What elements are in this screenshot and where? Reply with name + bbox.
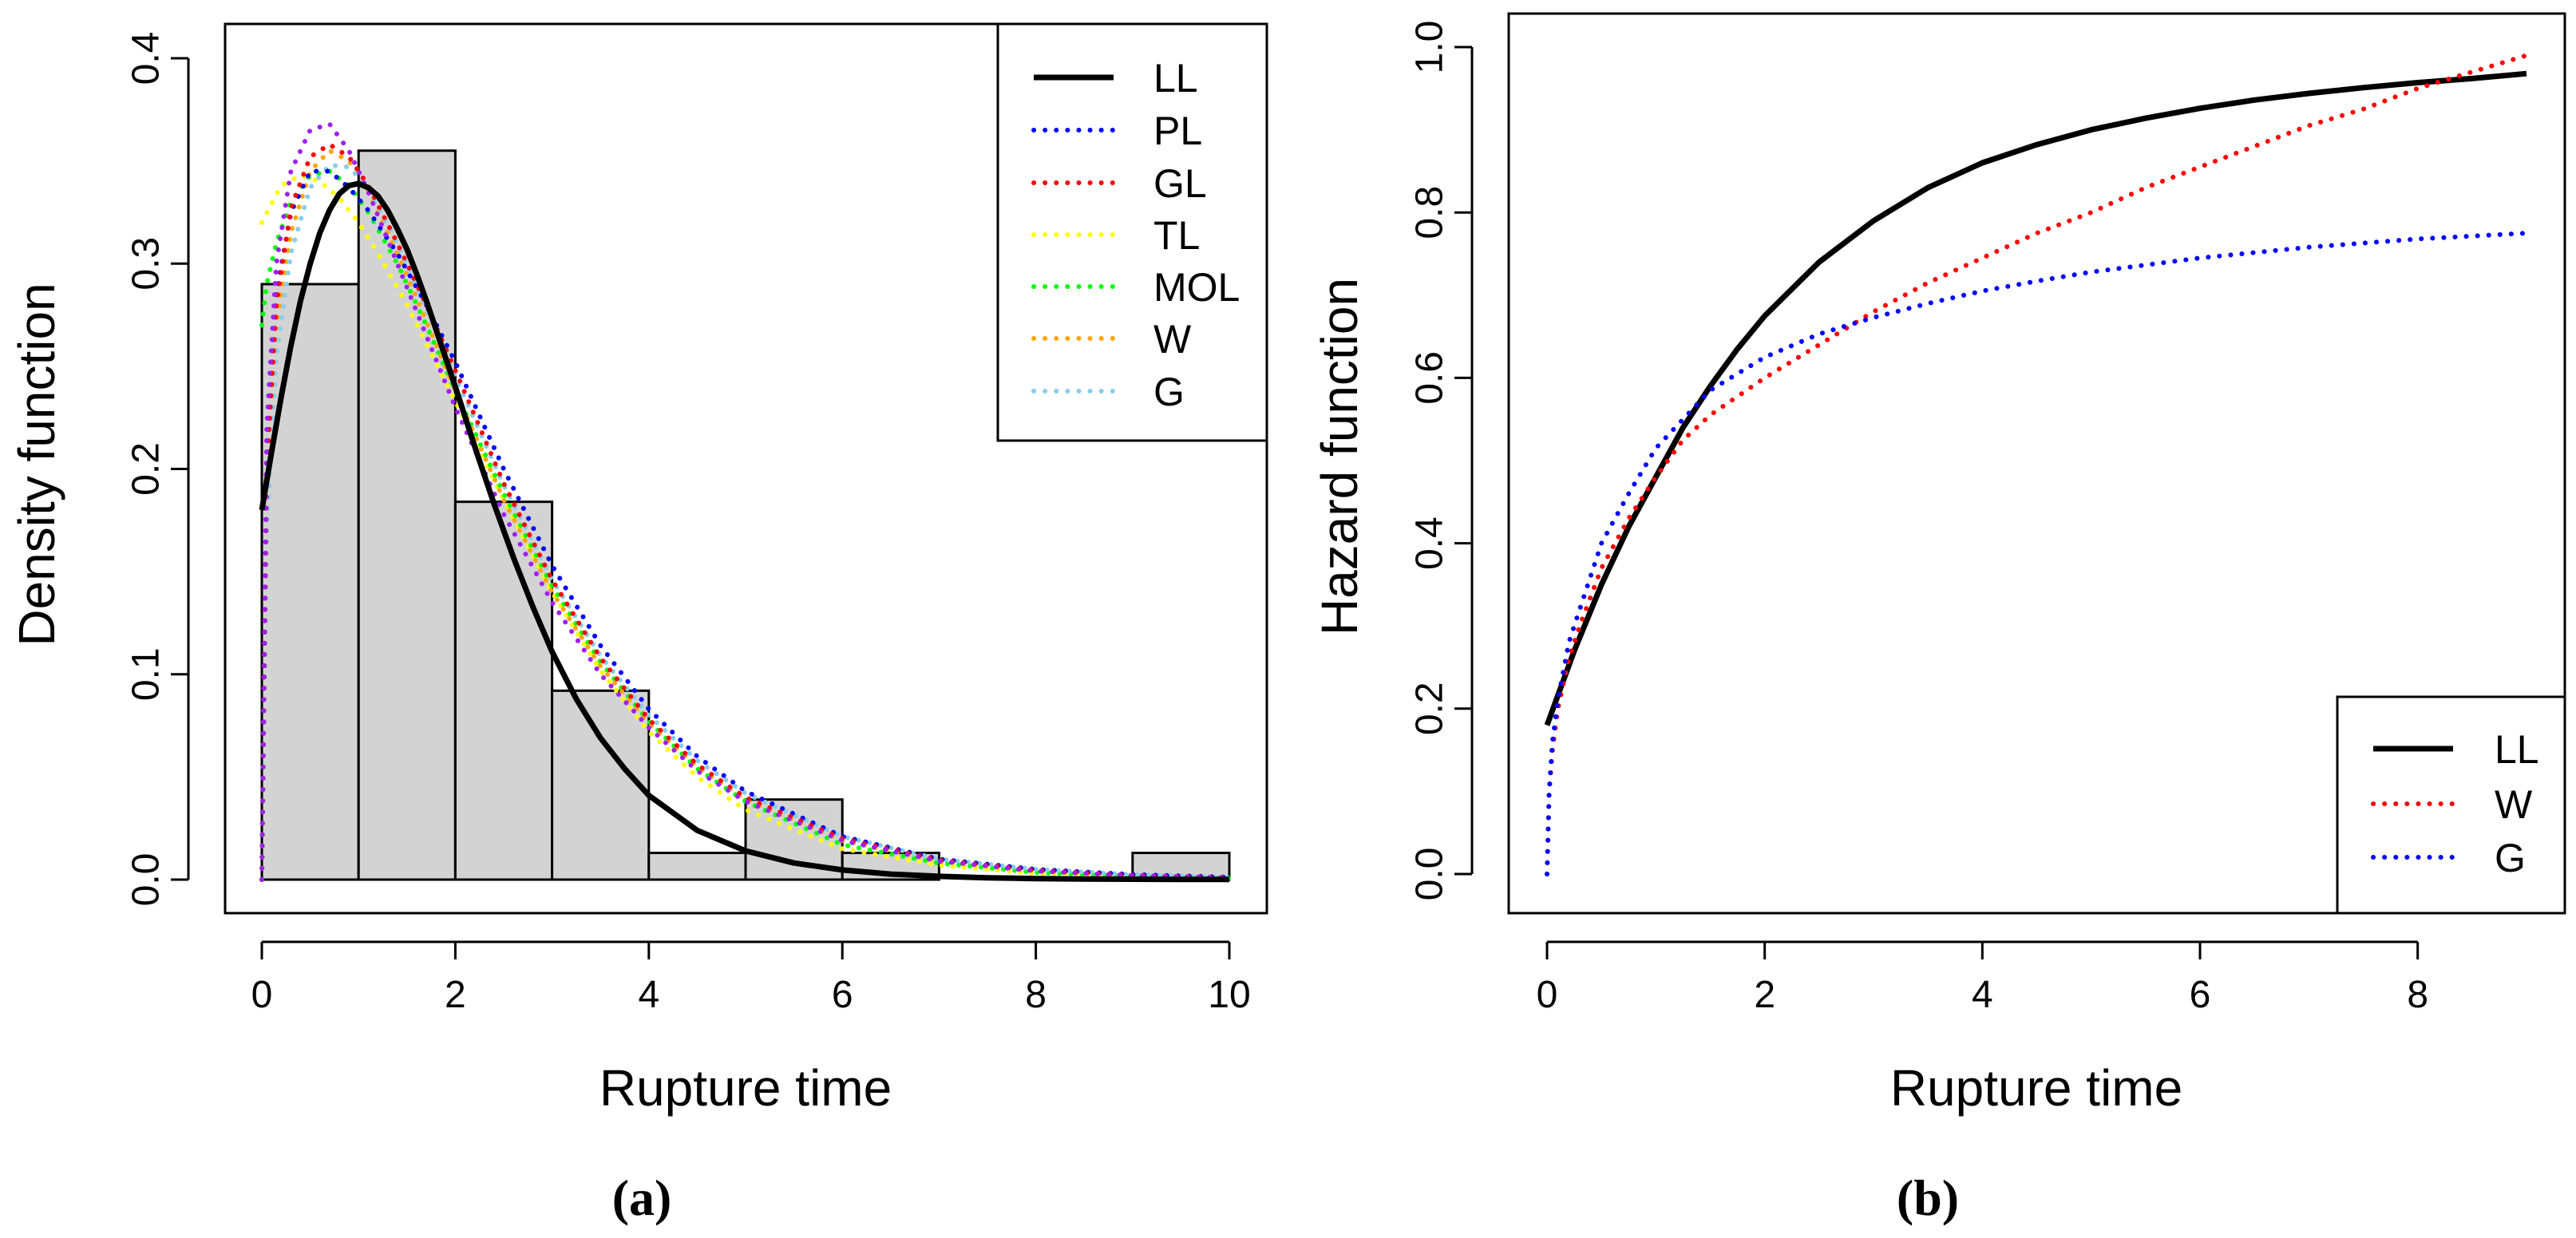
y-tick-label: 0.4 [125,32,168,85]
panel-b: 0 2 4 6 8 0.0 0.2 0.4 0.6 0.8 1.0 Rupture time Haz… [1311,12,2566,1226]
series-line-pl-upper [259,121,1232,882]
x-tick-label: 0 [251,974,273,1016]
panel-a-legend-box [996,22,1268,442]
series-line-tl [259,172,1232,881]
panel-a: 0 2 4 6 8 10 0.0 0.1 0.2 0.3 0.4 Rupture time Dens… [8,22,1268,1226]
panel-a-caption: (a) [612,1169,672,1226]
panel-a-plot-box [224,22,1268,915]
panel-b-y-axis-label: Hazard function [1311,278,1368,635]
panel-b-x-axis-label: Rupture time [1890,1059,2182,1117]
series-line-mol [259,168,1232,881]
legend-a-label-ll: LL [1153,56,1198,101]
legend-a-label-g: G [1153,370,1185,414]
legend-a-label-tl: TL [1153,213,1200,258]
panel-b-plot-box [1507,12,2566,915]
panel-b-axes: 0 2 4 6 8 0.0 0.2 0.4 0.6 0.8 1.0 [1409,21,2428,1016]
series-line-g [1545,231,2529,876]
y-tick-label: 0.0 [1409,848,1451,901]
x-tick-label: 8 [1025,974,1047,1016]
y-tick-label: 1.0 [1409,21,1451,74]
legend-b-label-ll: LL [2495,727,2539,772]
panel-b-caption: (b) [1897,1169,1959,1226]
x-tick-label: 0 [1537,974,1558,1016]
panel-b-marks [1544,53,2529,876]
panel-a-legend: LL PL GL TL MOL W G [996,22,1268,442]
x-tick-label: 4 [638,974,659,1016]
legend-a-label-mol: MOL [1153,265,1240,310]
legend-b-label-g: G [2495,836,2526,880]
series-line-g [259,162,1232,882]
x-tick-label: 6 [832,974,853,1016]
y-tick-label: 0.6 [1409,351,1451,405]
panel-a-x-axis-label: Rupture time [599,1059,892,1117]
y-tick-label: 0.0 [125,853,168,907]
y-tick-label: 0.2 [125,442,168,496]
series-line-ll [259,180,1229,883]
histogram-bar [453,500,554,881]
histogram-bar [551,689,651,881]
legend-a-label-gl: GL [1153,161,1207,206]
x-tick-label: 2 [445,974,466,1016]
panel-a-axes: 0 2 4 6 8 10 0.0 0.1 0.2 0.3 0.4 [125,32,1251,1016]
x-tick-label: 10 [1208,974,1250,1016]
series-line-pl [259,168,1232,882]
legend-a-label-pl: PL [1153,109,1202,153]
series-line-ll [1544,70,2527,726]
y-tick-label: 0.4 [1409,516,1451,570]
x-tick-label: 6 [2190,974,2211,1016]
y-tick-label: 0.8 [1409,186,1451,239]
x-tick-label: 4 [1972,974,1993,1016]
y-tick-label: 0.1 [125,647,168,701]
histogram-bar [647,852,747,881]
legend-a-label-w: W [1153,317,1192,362]
y-tick-label: 0.2 [1409,682,1451,735]
series-line-w [1545,53,2529,876]
panel-a-y-axis-label: Density function [8,283,65,646]
x-tick-label: 8 [2407,974,2428,1016]
x-tick-label: 2 [1754,974,1775,1016]
y-tick-label: 0.3 [125,237,168,291]
histogram-bar [260,283,360,881]
panel-a-marks [259,121,1232,883]
legend-b-label-w: W [2495,782,2533,827]
panel-b-legend: LL W G [2336,695,2566,915]
